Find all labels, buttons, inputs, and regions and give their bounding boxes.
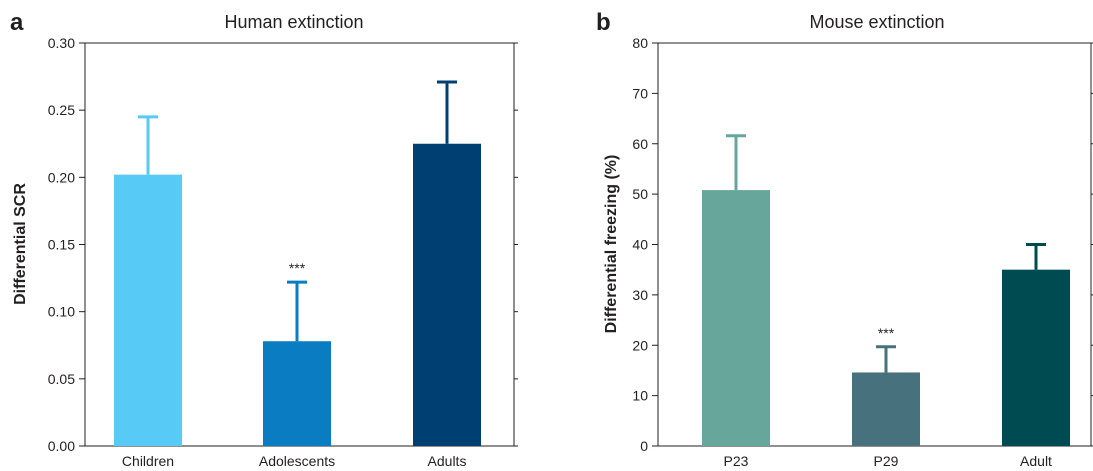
x-tick-label: P23	[724, 453, 749, 469]
chart-a-x-tick-labels: Children Adolescents Adults	[122, 453, 467, 469]
chart-a-y-axis-label: Differential SCR	[12, 183, 29, 305]
bar-adolescents	[263, 341, 331, 446]
y-tick-label: 0.10	[48, 304, 75, 320]
y-tick-label: 0.05	[48, 371, 75, 387]
chart-a-title: Human extinction	[224, 12, 363, 32]
chart-a-y-ticks: 0.00 0.05 0.10 0.15 0.20 0.25 0.30	[48, 35, 518, 454]
chart-b-y-ticks: 0 10 20 30 40 50 60 70 80	[632, 35, 1093, 454]
y-tick-label: 60	[632, 136, 648, 152]
bar-children	[114, 174, 182, 446]
chart-mouse-extinction: b Mouse extinction Differential freezing…	[596, 9, 1093, 469]
y-tick-label: 50	[632, 186, 648, 202]
significance-marker: ***	[878, 325, 895, 341]
y-tick-label: 0.20	[48, 169, 75, 185]
bar-adult	[1002, 269, 1070, 446]
y-tick-label: 0.15	[48, 237, 75, 253]
chart-b-x-tick-labels: P23 P29 Adult	[724, 453, 1053, 469]
y-tick-label: 10	[632, 388, 648, 404]
y-tick-label: 40	[632, 237, 648, 253]
bar-adults	[413, 143, 481, 446]
significance-marker: ***	[289, 260, 306, 276]
y-tick-label: 20	[632, 337, 648, 353]
bar-p23	[702, 190, 770, 446]
chart-b-y-axis-label: Differential freezing (%)	[603, 155, 620, 334]
x-tick-label: Adolescents	[259, 453, 335, 469]
y-tick-label: 30	[632, 287, 648, 303]
chart-b-title: Mouse extinction	[809, 12, 944, 32]
x-tick-label: Adults	[428, 453, 467, 469]
y-tick-label: 0	[640, 438, 648, 454]
y-tick-label: 80	[632, 35, 648, 51]
chart-b-bars: ***	[702, 134, 1070, 446]
y-tick-label: 0.25	[48, 102, 75, 118]
y-tick-label: 0.00	[48, 438, 75, 454]
x-tick-label: P29	[874, 453, 899, 469]
y-tick-label: 0.30	[48, 35, 75, 51]
panel-b-label: b	[596, 9, 611, 36]
bar-p29	[852, 372, 920, 446]
x-tick-label: Adult	[1020, 453, 1052, 469]
panel-a-label: a	[10, 9, 24, 36]
y-tick-label: 70	[632, 85, 648, 101]
chart-human-extinction: a Human extinction Differential SCR 0.00…	[10, 9, 518, 469]
chart-a-bars: ***	[114, 80, 481, 446]
x-tick-label: Children	[122, 453, 174, 469]
